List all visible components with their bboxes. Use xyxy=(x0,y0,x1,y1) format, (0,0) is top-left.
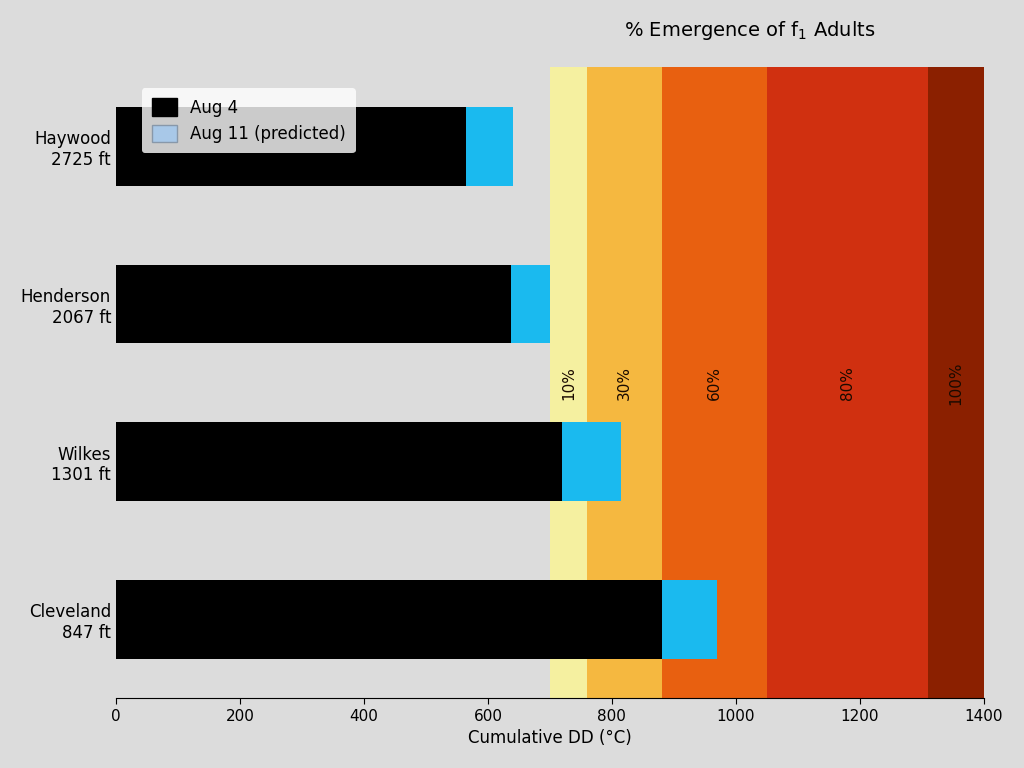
Bar xyxy=(116,107,466,186)
Text: 10%: 10% xyxy=(561,366,577,400)
Bar xyxy=(587,68,662,698)
Bar xyxy=(116,580,662,659)
Text: 60%: 60% xyxy=(707,366,722,400)
X-axis label: Cumulative DD (°C): Cumulative DD (°C) xyxy=(468,729,632,747)
Bar xyxy=(662,580,718,659)
Bar xyxy=(562,422,622,501)
Bar xyxy=(466,107,513,186)
Text: 100%: 100% xyxy=(948,361,964,405)
Bar xyxy=(928,68,984,698)
Bar xyxy=(767,68,928,698)
Bar xyxy=(116,265,512,343)
Text: % Emergence of f$_1$ Adults: % Emergence of f$_1$ Adults xyxy=(624,19,876,42)
Bar xyxy=(116,422,562,501)
Bar xyxy=(550,68,587,698)
Text: 80%: 80% xyxy=(840,366,855,400)
Legend: Aug 4, Aug 11 (predicted): Aug 4, Aug 11 (predicted) xyxy=(141,88,355,153)
Text: 30%: 30% xyxy=(616,366,632,400)
Bar xyxy=(512,265,550,343)
Bar xyxy=(662,68,767,698)
